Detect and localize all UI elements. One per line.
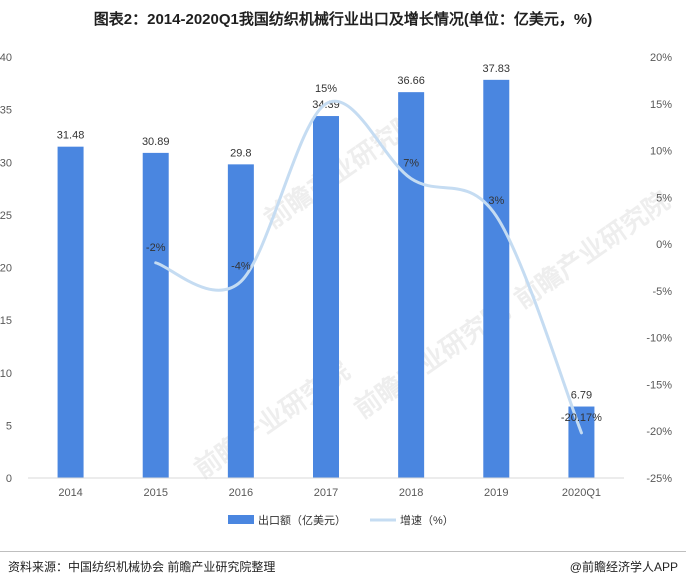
bar-value-label: 37.83 (483, 63, 511, 75)
growth-value-label: 7% (403, 158, 419, 170)
left-axis-tick-label: 5 (6, 420, 12, 432)
left-axis-tick-label: 40 (0, 52, 12, 64)
right-axis-tick-label: 10% (650, 146, 672, 158)
right-axis-tick-label: -20% (646, 426, 672, 438)
right-axis-tick-label: -10% (646, 333, 672, 345)
bar-value-label: 29.8 (230, 147, 251, 159)
right-axis-tick-label: 5% (656, 192, 672, 204)
footer-divider (0, 551, 686, 552)
bar-value-label: 36.66 (397, 75, 425, 87)
left-axis-tick-label: 30 (0, 157, 12, 169)
left-axis-tick-label: 35 (0, 105, 12, 117)
bar (483, 79, 510, 479)
x-axis-tick-label: 2016 (229, 487, 253, 499)
left-axis-tick-label: 10 (0, 368, 12, 380)
bar (313, 116, 339, 478)
right-axis-tick-label: 15% (650, 99, 672, 111)
x-axis-tick-label: 2014 (58, 487, 82, 499)
brand-credit: @前瞻经济学人APP (569, 560, 678, 574)
bar (568, 406, 595, 478)
right-axis-tick-label: 20% (650, 52, 672, 64)
left-axis-tick-label: 20 (0, 263, 12, 275)
right-axis-tick-label: -5% (652, 286, 672, 298)
left-axis-tick-label: 25 (0, 210, 12, 222)
chart-canvas: 0 5 10 15 20 25 30 35 40 20% 15% 10% 5% 0% -5% -10% -15%… (0, 52, 672, 527)
x-axis-tick-label: 2019 (484, 487, 508, 499)
bar (57, 146, 84, 478)
legend-line-label: 增速（%） (400, 513, 454, 527)
growth-value-label: -2% (146, 242, 166, 254)
x-axis-tick-label: 2015 (143, 487, 167, 499)
legend-bar-label: 出口额（亿美元） (258, 513, 346, 527)
growth-line (154, 99, 583, 435)
x-axis-tick-label: 2020Q1 (562, 487, 601, 499)
growth-value-label: -20.17% (561, 412, 602, 424)
growth-value-label: 3% (488, 195, 504, 207)
chart-title: 图表2：2014-2020Q1我国纺织机械行业出口及增长情况(单位：亿美元，%) (93, 11, 593, 28)
bar (227, 164, 254, 479)
source-note: 资料来源：中国纺织机械协会 前瞻产业研究院整理 (8, 560, 276, 574)
left-axis-tick-label: 15 (0, 315, 12, 327)
right-axis-tick-label: 0% (656, 239, 672, 251)
bar-value-label: 6.79 (571, 390, 592, 402)
bar-value-label: 30.89 (142, 136, 170, 148)
bar (398, 92, 425, 478)
growth-value-label: -4% (231, 261, 251, 273)
right-axis-tick-label: -15% (646, 379, 672, 391)
legend-bar-swatch (228, 515, 254, 524)
bar (142, 152, 169, 478)
growth-value-label: 15% (315, 83, 337, 95)
bar-value-label: 31.48 (57, 130, 85, 142)
left-axis-tick-label: 0 (6, 473, 12, 485)
right-axis-tick-label: -25% (646, 473, 672, 485)
x-axis-tick-label: 2018 (399, 487, 423, 499)
x-axis-tick-label: 2017 (314, 487, 338, 499)
